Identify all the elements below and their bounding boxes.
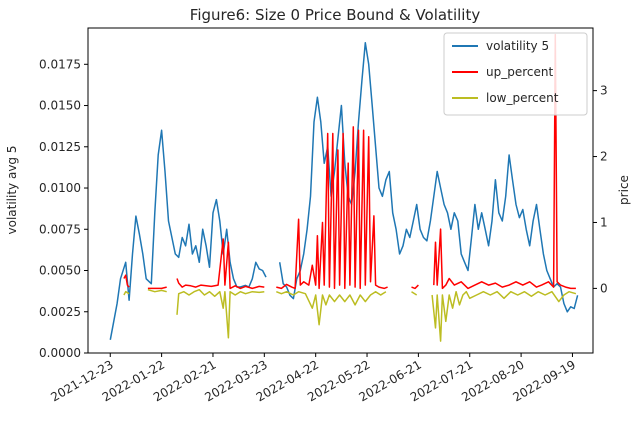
legend-label-up-percent: up_percent: [486, 65, 553, 79]
series-line-low-percent-2: [176, 288, 265, 339]
legend-label-volatility: volatility 5: [486, 39, 549, 53]
series-line-low-percent-5: [431, 290, 577, 342]
series-line-up-percent-3: [276, 126, 388, 290]
y-axis-right: 0 1 2 3: [593, 84, 608, 295]
series-line-up-percent-0: [123, 274, 130, 288]
y-axis-left: 0.0000 0.0025 0.0050 0.0075 0.0100 0.0125 0.01…: [39, 57, 88, 360]
x-axis: 2021-12-232022-01-222022-02-212022-03-23…: [48, 353, 578, 404]
y-right-tick-label: 1: [600, 215, 608, 229]
y-left-tick-label: 0.0125: [39, 140, 81, 154]
series-layer: [109, 33, 579, 342]
y-left-tick-label: 0.0150: [39, 99, 81, 113]
y-right-tick-label: 3: [600, 84, 608, 98]
y-left-tick-label: 0.0025: [39, 305, 81, 319]
y-axis-left-label: volatility avg 5: [5, 146, 19, 235]
legend-box: [443, 32, 588, 116]
series-line-volatility-5-1: [278, 42, 579, 313]
series-line-low-percent-4: [411, 291, 418, 296]
series-line-up-percent-4: [411, 284, 419, 290]
series-line-low-percent-1: [147, 288, 167, 293]
series-line-up-percent-5: [433, 33, 576, 290]
chart-title: Figure6: Size 0 Price Bound & Volatility: [190, 6, 481, 24]
y-left-tick-label: 0.0000: [39, 346, 81, 360]
y-right-tick-label: 0: [600, 281, 608, 295]
series-line-low-percent-3: [276, 290, 387, 326]
y-right-tick-label: 2: [600, 150, 608, 164]
y-left-tick-label: 0.0075: [39, 222, 81, 236]
y-axis-right-label: price: [617, 175, 631, 205]
series-line-up-percent-2: [176, 238, 265, 290]
y-left-tick-label: 0.0175: [39, 57, 81, 71]
y-left-tick-label: 0.0050: [39, 264, 81, 278]
series-line-up-percent-1: [147, 286, 167, 290]
series-line-volatility-5-0: [109, 129, 267, 340]
legend-label-low-percent: low_percent: [486, 91, 559, 105]
legend: volatility 5 up_percent low_percent: [443, 32, 588, 116]
plot-frame: [87, 27, 594, 354]
y-left-tick-label: 0.0100: [39, 181, 81, 195]
series-line-low-percent-0: [123, 290, 130, 296]
